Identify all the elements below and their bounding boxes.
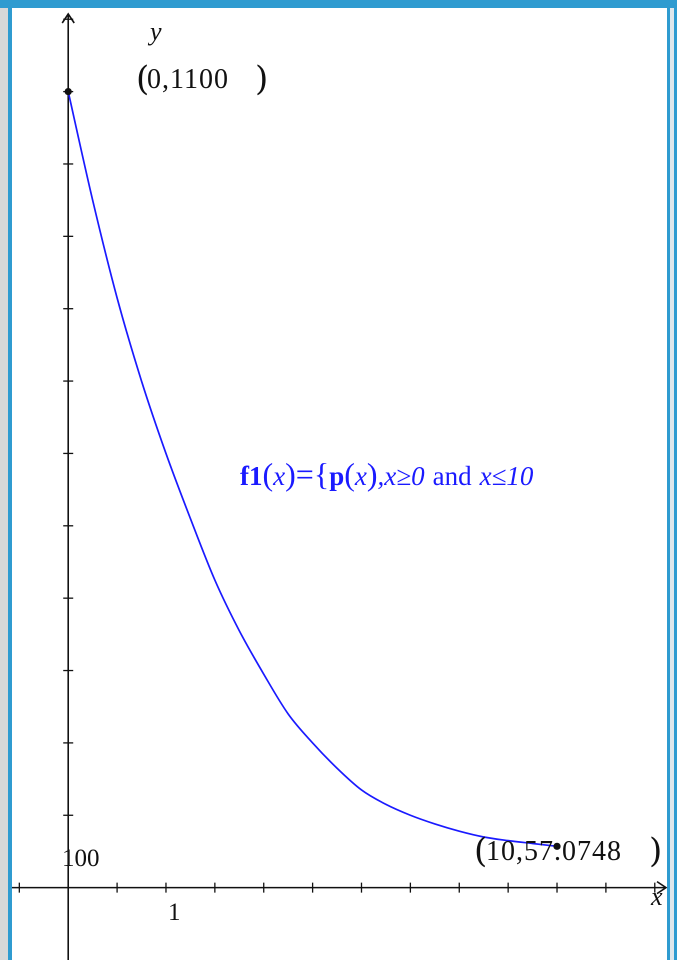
y-axis-label: y: [147, 17, 162, 46]
function-eq-brace: ={: [296, 456, 329, 492]
x-tick-label-1: 1: [168, 899, 181, 926]
point-label-start-text: 0,1100: [147, 64, 229, 95]
function-name: f1: [240, 461, 263, 491]
function-inner-arg: x: [354, 461, 367, 491]
axis-ticks: [18, 18, 656, 893]
function-condition-and: and: [433, 461, 472, 491]
point-label-end-text: 10,57.0748: [486, 836, 622, 867]
function-inner-name: p: [329, 461, 344, 491]
point-end[interactable]: [553, 842, 561, 850]
svg-text:(: (: [136, 59, 149, 99]
point-start[interactable]: [64, 88, 72, 96]
x-axis-arrow: [656, 880, 668, 895]
point-label-end: ( 10,57.0748 ): [474, 831, 662, 871]
function-label: f1(x)={p(x),x≥0 and x≤10: [240, 456, 534, 492]
svg-text:(: (: [474, 831, 487, 871]
svg-text:): ): [255, 59, 268, 99]
function-condition-2: x≤10: [479, 461, 534, 491]
window-right-gutter: [670, 8, 674, 960]
window-top-border: [0, 0, 677, 8]
y-axis-arrow: [61, 12, 75, 24]
point-label-start: ( 0,1100 ): [136, 59, 268, 99]
svg-text:): ): [649, 831, 662, 871]
function-curve-f1[interactable]: [67, 91, 558, 848]
window-left-gutter: [0, 8, 8, 960]
y-tick-label-100: 100: [62, 845, 100, 872]
function-arg: x: [272, 461, 285, 491]
function-condition-1: ,x≥0: [378, 461, 426, 491]
x-axis-label: x: [650, 882, 663, 911]
